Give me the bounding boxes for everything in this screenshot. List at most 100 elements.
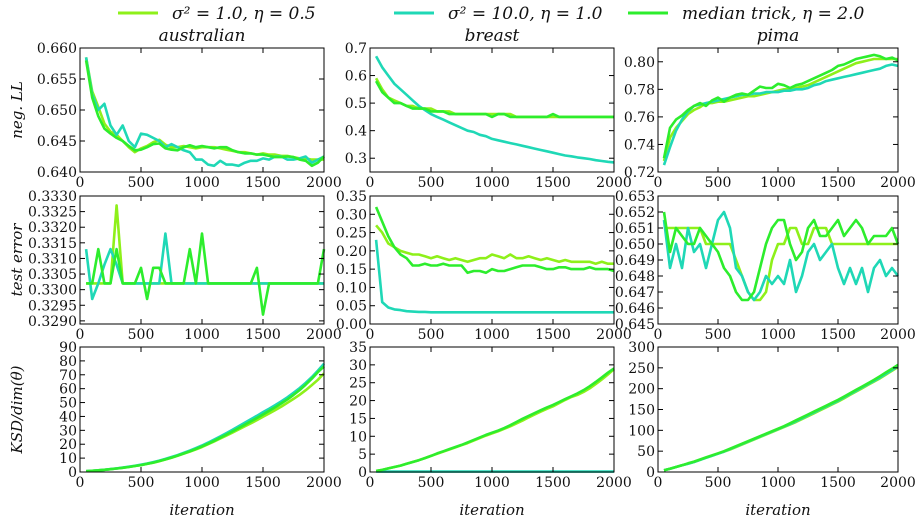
x-tick-label: 2000	[596, 175, 632, 191]
x-tick-label: 1000	[184, 175, 220, 191]
panel-4: 0.00 0.05 0.10 0.15 0.20 0.25 0.30 0.35 0 500 1000…	[336, 189, 632, 343]
x-tick-label: 1000	[184, 327, 220, 343]
series-line-2	[662, 211, 900, 302]
y-tick-label: 0	[358, 465, 367, 481]
x-tick-label: 1500	[820, 175, 856, 191]
y-tick-label: 0.652	[615, 205, 655, 221]
x-tick-label: 1000	[760, 175, 796, 191]
series-line-0	[374, 77, 614, 119]
x-tick-label: 2000	[880, 475, 916, 491]
x-tick-label: 1000	[474, 327, 510, 343]
x-tick-label: 0	[76, 175, 85, 191]
y-tick-label: 0.74	[624, 137, 655, 153]
x-axis-label: iteration	[459, 501, 524, 519]
series-line-0	[663, 365, 899, 472]
x-tick-label: 0	[366, 175, 375, 191]
x-tick-label: 1500	[820, 475, 856, 491]
y-tick-label: 150	[628, 403, 655, 419]
y-tick-label: 0.640	[37, 165, 77, 181]
legend-label-1: σ² = 10.0, η = 1.0	[448, 4, 603, 24]
x-tick-label: 1000	[184, 475, 220, 491]
y-tick-label: 60	[59, 382, 77, 398]
x-tick-label: 1000	[760, 475, 796, 491]
panel-5: 0.6450.6460.6470.6480.6490.6500.6510.652…	[615, 189, 916, 343]
y-tick-label: 0.650	[37, 103, 77, 119]
panel-title: pima	[757, 26, 800, 46]
legend: σ² = 1.0, η = 0.5 σ² = 10.0, η = 1.0 med…	[118, 4, 864, 24]
y-tick-label: 90	[59, 340, 77, 356]
y-tick-label: 0.645	[37, 134, 77, 150]
y-tick-label: 0.4	[345, 124, 367, 140]
series-line-0	[375, 224, 614, 266]
y-tick-label: 50	[59, 396, 77, 412]
y-tick-label: 0.3325	[28, 205, 77, 221]
panel-8: 0 50 100 150 200 250 300 0 500 1000 1500 2000 iterat…	[628, 340, 916, 519]
x-tick-label: 500	[705, 175, 732, 191]
series-line-2	[86, 232, 326, 316]
x-tick-label: 1000	[760, 327, 796, 343]
y-tick-label: 0.10	[336, 280, 367, 296]
y-tick-label: 0.651	[615, 221, 655, 237]
y-tick-label: 0.05	[336, 299, 367, 315]
series-line-2	[663, 363, 899, 472]
y-tick-label: 0.3310	[28, 251, 77, 267]
y-tick-label: 0	[646, 465, 655, 481]
series-line-0	[86, 372, 325, 473]
x-tick-label: 500	[418, 475, 445, 491]
x-tick-label: 1500	[245, 175, 281, 191]
y-tick-label: 0.5	[345, 96, 367, 112]
series-line-0	[662, 57, 898, 162]
series-line-2	[84, 60, 325, 168]
x-tick-label: 0	[654, 175, 663, 191]
series-line-1	[663, 365, 899, 472]
series-line-0	[84, 57, 324, 161]
x-tick-label: 2000	[880, 175, 916, 191]
x-tick-label: 0	[654, 327, 663, 343]
y-tick-label: 0.646	[615, 301, 655, 317]
y-tick-label: 0.645	[615, 317, 655, 333]
x-tick-label: 500	[128, 327, 155, 343]
plot-frame	[79, 346, 325, 473]
y-tick-label: 0.35	[336, 189, 367, 205]
y-tick-label: 0.25	[336, 226, 367, 242]
x-tick-label: 2000	[880, 327, 916, 343]
panel-3: 0.32900.32950.33000.33050.33100.33150.33…	[8, 189, 342, 343]
panel-0: 0.640 0.645 0.650 0.655 0.660 0 500 1000 1500 200…	[8, 26, 342, 191]
x-tick-label: 500	[418, 327, 445, 343]
x-tick-label: 2000	[596, 327, 632, 343]
y-tick-label: 0.72	[624, 165, 655, 181]
y-tick-label: 250	[628, 361, 655, 377]
panel-2: 0.72 0.74 0.76 0.78 0.80 0 500 1000 1500 2000 pima	[624, 26, 916, 191]
x-tick-label: 1000	[474, 475, 510, 491]
y-tick-label: 0.647	[615, 285, 655, 301]
y-tick-label: 0.650	[615, 237, 655, 253]
y-tick-label: 0.648	[615, 269, 655, 285]
x-tick-label: 500	[128, 475, 155, 491]
y-tick-label: 0.30	[336, 207, 367, 223]
y-tick-label: 0.3300	[28, 283, 77, 299]
x-tick-label: 500	[705, 475, 732, 491]
y-tick-label: 15	[349, 411, 367, 427]
y-axis-label: test error	[8, 223, 26, 297]
panel-title: australian	[159, 26, 246, 46]
series-line-1	[662, 63, 899, 166]
y-tick-label: 300	[628, 340, 655, 356]
y-tick-label: 0.7	[345, 41, 367, 57]
y-tick-label: 0.655	[37, 72, 77, 88]
x-tick-label: 2000	[306, 175, 342, 191]
x-tick-label: 500	[128, 175, 155, 191]
y-tick-label: 30	[59, 423, 77, 439]
y-tick-label: 0.3295	[28, 298, 77, 314]
y-tick-label: 40	[59, 409, 77, 425]
series-line-1	[662, 210, 900, 302]
y-tick-label: 0.649	[615, 253, 655, 269]
plot-frame	[369, 47, 615, 173]
x-tick-label: 1500	[535, 327, 571, 343]
series-line-1	[374, 55, 615, 164]
y-tick-label: 0.3	[345, 151, 367, 167]
plot-frame	[79, 47, 325, 173]
y-tick-label: 25	[349, 376, 367, 392]
